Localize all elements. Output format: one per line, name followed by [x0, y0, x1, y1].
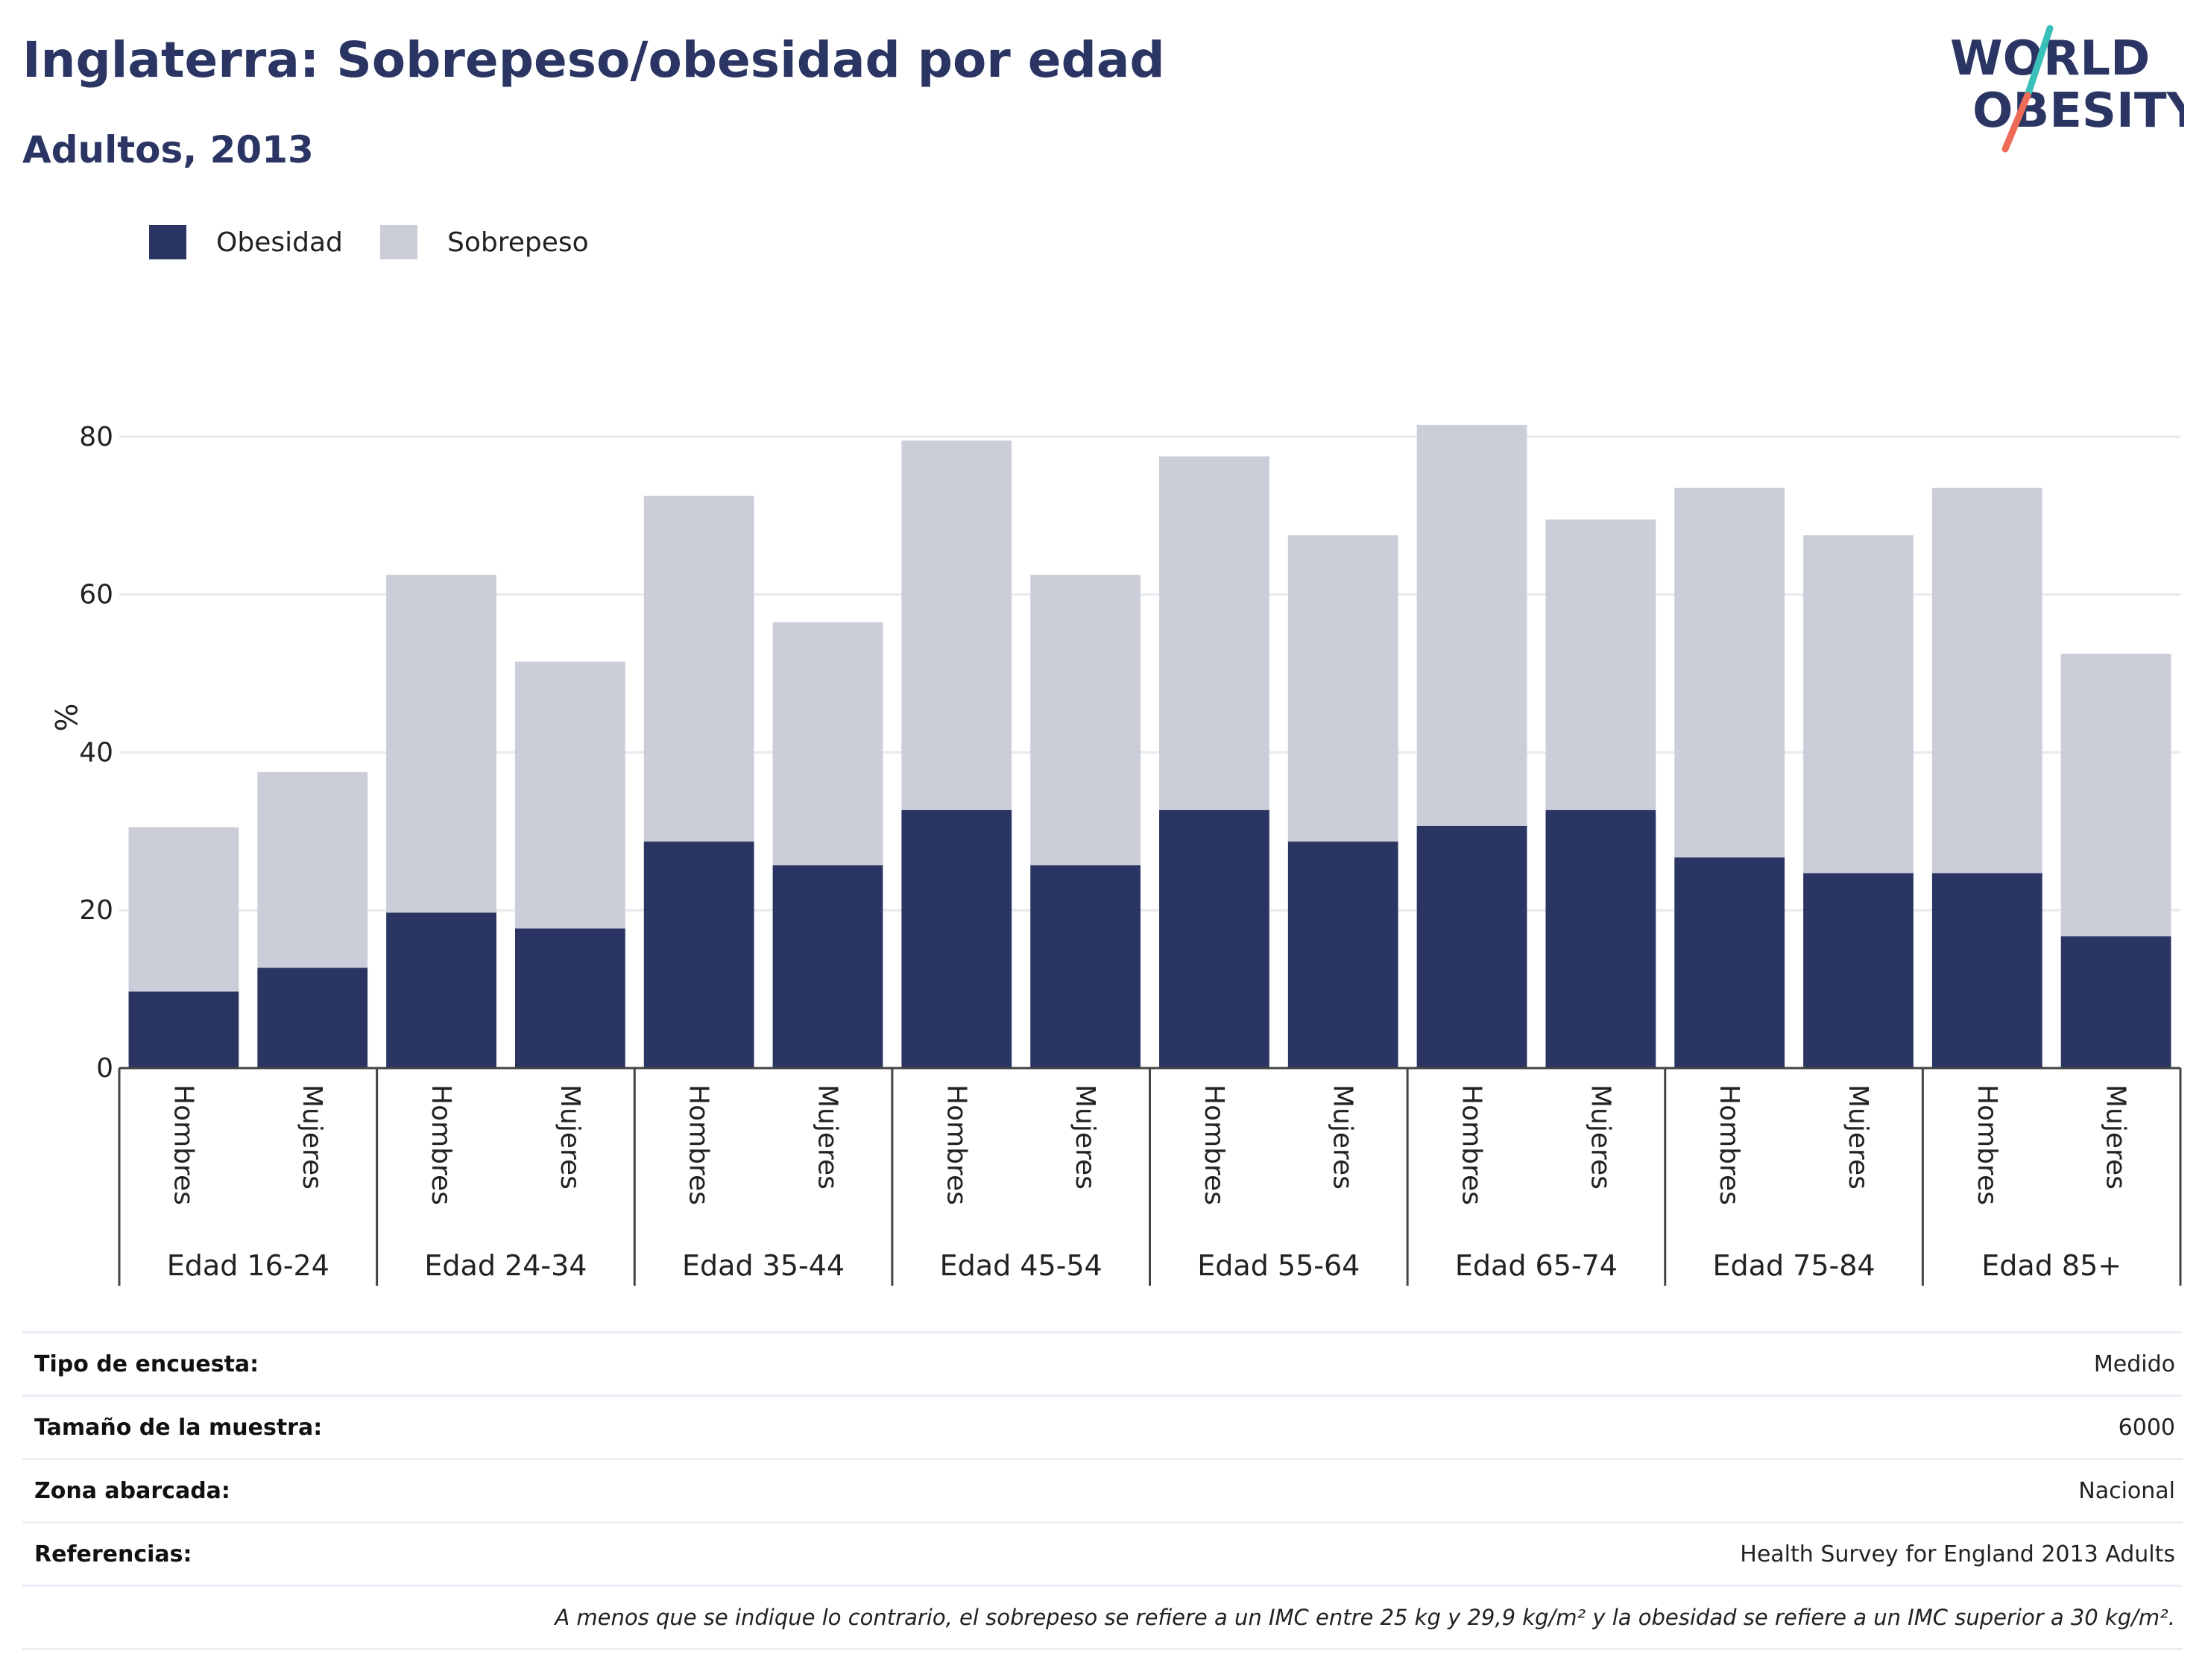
x-tick-label-0-1: Mujeres	[297, 1084, 327, 1190]
info-value-references: Health Survey for England 2013 Adults	[1740, 1541, 2175, 1567]
x-tick-label-6-0: Hombres	[1714, 1084, 1744, 1205]
x-tick-label-4-0: Hombres	[1199, 1084, 1229, 1205]
chart-title: Inglaterra: Sobrepeso/obesidad por edad	[22, 31, 1165, 89]
legend-swatch-sobrepeso	[380, 225, 417, 259]
legend-label-obesidad: Obesidad	[216, 227, 343, 258]
bar-sobrepeso-7-1	[2060, 654, 2171, 937]
group-label-6: Edad 75-84	[1713, 1249, 1876, 1282]
bar-obesidad-6-1	[1803, 873, 1914, 1068]
group-label-3: Edad 45-54	[940, 1249, 1102, 1282]
bar-obesidad-1-0	[386, 912, 496, 1068]
y-axis-label: %	[48, 703, 82, 731]
x-tick-label-7-1: Mujeres	[2101, 1084, 2131, 1190]
x-tick-label-5-1: Mujeres	[1585, 1084, 1615, 1190]
bar-obesidad-7-0	[1931, 873, 2042, 1068]
info-label-survey-type: Tipo de encuesta:	[34, 1351, 259, 1377]
bar-sobrepeso-1-1	[514, 661, 625, 929]
info-value-sample-size: 6000	[2118, 1414, 2175, 1441]
bar-obesidad-4-1	[1287, 841, 1398, 1068]
legend-label-sobrepeso: Sobrepeso	[447, 227, 589, 258]
info-row-references: Referencias: Health Survey for England 2…	[22, 1521, 2183, 1585]
y-tick-label-40: 40	[79, 737, 113, 768]
group-label-2: Edad 35-44	[682, 1249, 845, 1282]
logo-slash-teal	[2024, 25, 2054, 99]
info-note-row: A menos que se indique lo contrario, el …	[22, 1585, 2183, 1650]
info-table: Tipo de encuesta: Medido Tamaño de la mu…	[22, 1331, 2183, 1650]
y-tick-label-60: 60	[79, 580, 113, 610]
chart-subtitle: Adultos, 2013	[22, 128, 314, 171]
bar-obesidad-7-1	[2060, 936, 2171, 1068]
legend-item-obesidad[interactable]: Obesidad	[149, 224, 343, 261]
bar-obesidad-5-1	[1545, 809, 1656, 1068]
bar-sobrepeso-6-1	[1803, 535, 1914, 874]
x-tick-label-3-0: Hombres	[941, 1084, 971, 1205]
bar-obesidad-1-1	[514, 928, 625, 1068]
bar-chart: 0 20 40 60 80% Hombres Mujeres Hombres Mujeres Ho…	[48, 422, 2182, 1286]
logo-text-world: WORLD	[1950, 31, 2150, 86]
info-value-survey-type: Medido	[2093, 1351, 2175, 1377]
info-value-coverage: Nacional	[2078, 1477, 2175, 1504]
info-row-survey-type: Tipo de encuesta: Medido	[22, 1331, 2183, 1395]
x-tick-label-1-0: Hombres	[426, 1084, 456, 1205]
bar-sobrepeso-2-0	[643, 496, 754, 842]
logo-slash-coral	[2001, 92, 2031, 153]
y-tick-label-0: 0	[96, 1053, 113, 1084]
legend-swatch-obesidad	[149, 225, 186, 259]
logo-text-obesity: OBESITY	[1972, 83, 2184, 139]
bar-sobrepeso-4-1	[1287, 535, 1398, 842]
bar-obesidad-3-1	[1030, 865, 1141, 1068]
bar-obesidad-2-1	[772, 865, 883, 1068]
x-tick-label-3-1: Mujeres	[1070, 1084, 1100, 1190]
info-label-references: Referencias:	[34, 1541, 192, 1567]
group-label-5: Edad 65-74	[1455, 1249, 1618, 1282]
bar-sobrepeso-7-0	[1931, 487, 2042, 874]
legend-item-sobrepeso[interactable]: Sobrepeso	[380, 224, 589, 261]
bar-obesidad-4-0	[1159, 809, 1269, 1068]
bar-sobrepeso-6-0	[1674, 487, 1785, 858]
bar-sobrepeso-2-1	[772, 622, 883, 865]
bar-sobrepeso-0-0	[128, 827, 239, 992]
x-tick-label-4-1: Mujeres	[1328, 1084, 1358, 1190]
bar-sobrepeso-0-1	[257, 771, 368, 968]
axes: 0 20 40 60 80% Hombres Mujeres Hombres Mujeres Ho…	[48, 422, 2182, 1286]
x-tick-label-6-1: Mujeres	[1843, 1084, 1873, 1190]
y-tick-label-80: 80	[79, 422, 113, 452]
bar-obesidad-0-0	[128, 991, 239, 1068]
bar-sobrepeso-5-1	[1545, 520, 1656, 810]
bar-obesidad-3-0	[901, 809, 1012, 1068]
bar-obesidad-5-0	[1416, 825, 1527, 1068]
bar-sobrepeso-3-0	[901, 440, 1012, 810]
group-label-7: Edad 85+	[1981, 1249, 2122, 1282]
bar-obesidad-6-0	[1674, 857, 1785, 1068]
x-tick-label-2-1: Mujeres	[812, 1084, 842, 1190]
info-label-coverage: Zona abarcada:	[34, 1477, 230, 1504]
info-row-sample-size: Tamaño de la muestra: 6000	[22, 1395, 2183, 1458]
bar-obesidad-2-0	[643, 841, 754, 1068]
x-tick-label-2-0: Hombres	[684, 1084, 714, 1205]
bar-sobrepeso-5-0	[1416, 425, 1527, 826]
x-tick-label-1-1: Mujeres	[555, 1084, 585, 1190]
info-note: A menos que se indique lo contrario, el …	[555, 1605, 2175, 1630]
group-label-4: Edad 55-64	[1197, 1249, 1360, 1282]
info-label-sample-size: Tamaño de la muestra:	[34, 1414, 323, 1441]
bar-sobrepeso-4-0	[1159, 456, 1269, 810]
x-tick-label-7-0: Hombres	[1972, 1084, 2002, 1205]
x-tick-label-5-0: Hombres	[1457, 1084, 1487, 1205]
x-tick-label-0-0: Hombres	[168, 1084, 198, 1205]
group-label-1: Edad 24-34	[424, 1249, 587, 1282]
group-label-0: Edad 16-24	[167, 1249, 329, 1282]
info-row-coverage: Zona abarcada: Nacional	[22, 1458, 2183, 1521]
world-obesity-logo: WORLD OBESITY	[1950, 25, 2184, 153]
y-tick-label-20: 20	[79, 895, 113, 926]
bars	[128, 425, 2171, 1068]
bar-sobrepeso-1-0	[386, 575, 496, 913]
bar-sobrepeso-3-1	[1030, 575, 1141, 865]
bar-obesidad-0-1	[257, 967, 368, 1068]
